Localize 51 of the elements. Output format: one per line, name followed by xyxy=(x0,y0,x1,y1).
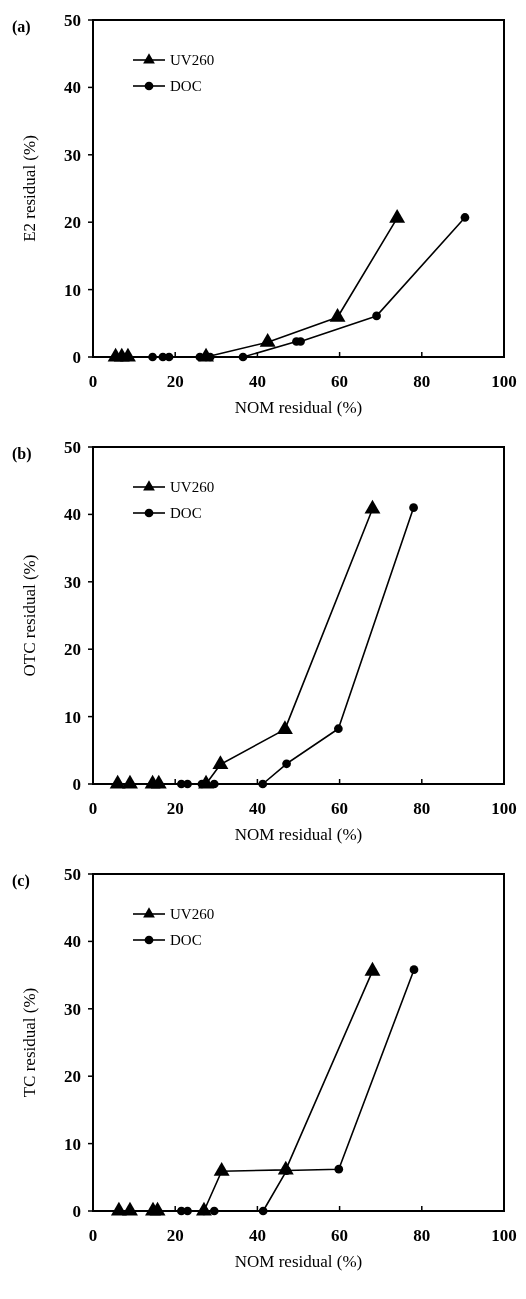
y-tick-label: 20 xyxy=(64,213,81,233)
x-tick-label: 40 xyxy=(248,799,266,818)
y-tick-label: 20 xyxy=(64,1067,81,1087)
x-tick-label: 100 xyxy=(491,372,517,391)
chart-title: (b) xyxy=(12,445,32,463)
y-tick-label: 30 xyxy=(64,999,81,1019)
x-axis-title: NOM residual (%) xyxy=(234,825,363,844)
y-tick-label: 10 xyxy=(64,280,81,300)
y-tick-label: 40 xyxy=(64,78,81,98)
x-tick-label: 0 xyxy=(88,1226,98,1245)
x-tick-label: 80 xyxy=(413,372,431,391)
x-tick-label: 20 xyxy=(166,372,184,391)
legend-label: DOC xyxy=(170,505,202,522)
x-tick-label: 20 xyxy=(166,1226,184,1245)
x-tick-label: 0 xyxy=(88,372,98,391)
x-tick-label: 60 xyxy=(331,372,349,391)
y-tick-label: 0 xyxy=(72,774,81,794)
x-tick-label: 80 xyxy=(413,799,431,818)
x-tick-label: 0 xyxy=(88,799,98,818)
y-tick-label: 20 xyxy=(64,640,81,660)
y-tick-label: 0 xyxy=(72,347,81,367)
chart-title: (a) xyxy=(12,18,31,36)
x-tick-label: 100 xyxy=(491,799,517,818)
legend-label: UV260 xyxy=(170,479,215,496)
y-axis-title: E2 residual (%) xyxy=(20,135,39,242)
x-tick-label: 40 xyxy=(248,1226,266,1245)
y-tick-label: 30 xyxy=(64,145,81,165)
y-tick-label: 50 xyxy=(64,437,81,457)
y-tick-label: 50 xyxy=(64,864,81,884)
y-tick-label: 40 xyxy=(64,505,81,525)
chart-title: (c) xyxy=(12,872,30,890)
legend-label: DOC xyxy=(170,932,202,949)
x-tick-label: 40 xyxy=(248,372,266,391)
x-tick-label: 60 xyxy=(331,1226,349,1245)
legend-label: UV260 xyxy=(170,52,215,69)
x-tick-label: 80 xyxy=(413,1226,431,1245)
legend-label: DOC xyxy=(170,78,202,95)
y-tick-label: 30 xyxy=(64,572,81,592)
y-axis-title: OTC residual (%) xyxy=(20,554,39,677)
y-tick-label: 10 xyxy=(64,707,81,727)
y-tick-label: 0 xyxy=(72,1201,81,1221)
x-tick-label: 60 xyxy=(331,799,349,818)
x-axis-title: NOM residual (%) xyxy=(234,1252,363,1271)
y-axis-title: TC residual (%) xyxy=(20,987,39,1098)
y-tick-label: 10 xyxy=(64,1134,81,1154)
legend-label: UV260 xyxy=(170,906,215,923)
x-tick-label: 20 xyxy=(166,799,184,818)
x-axis-title: NOM residual (%) xyxy=(234,398,363,417)
y-tick-label: 50 xyxy=(64,10,81,30)
x-tick-label: 100 xyxy=(491,1226,517,1245)
y-tick-label: 40 xyxy=(64,932,81,952)
